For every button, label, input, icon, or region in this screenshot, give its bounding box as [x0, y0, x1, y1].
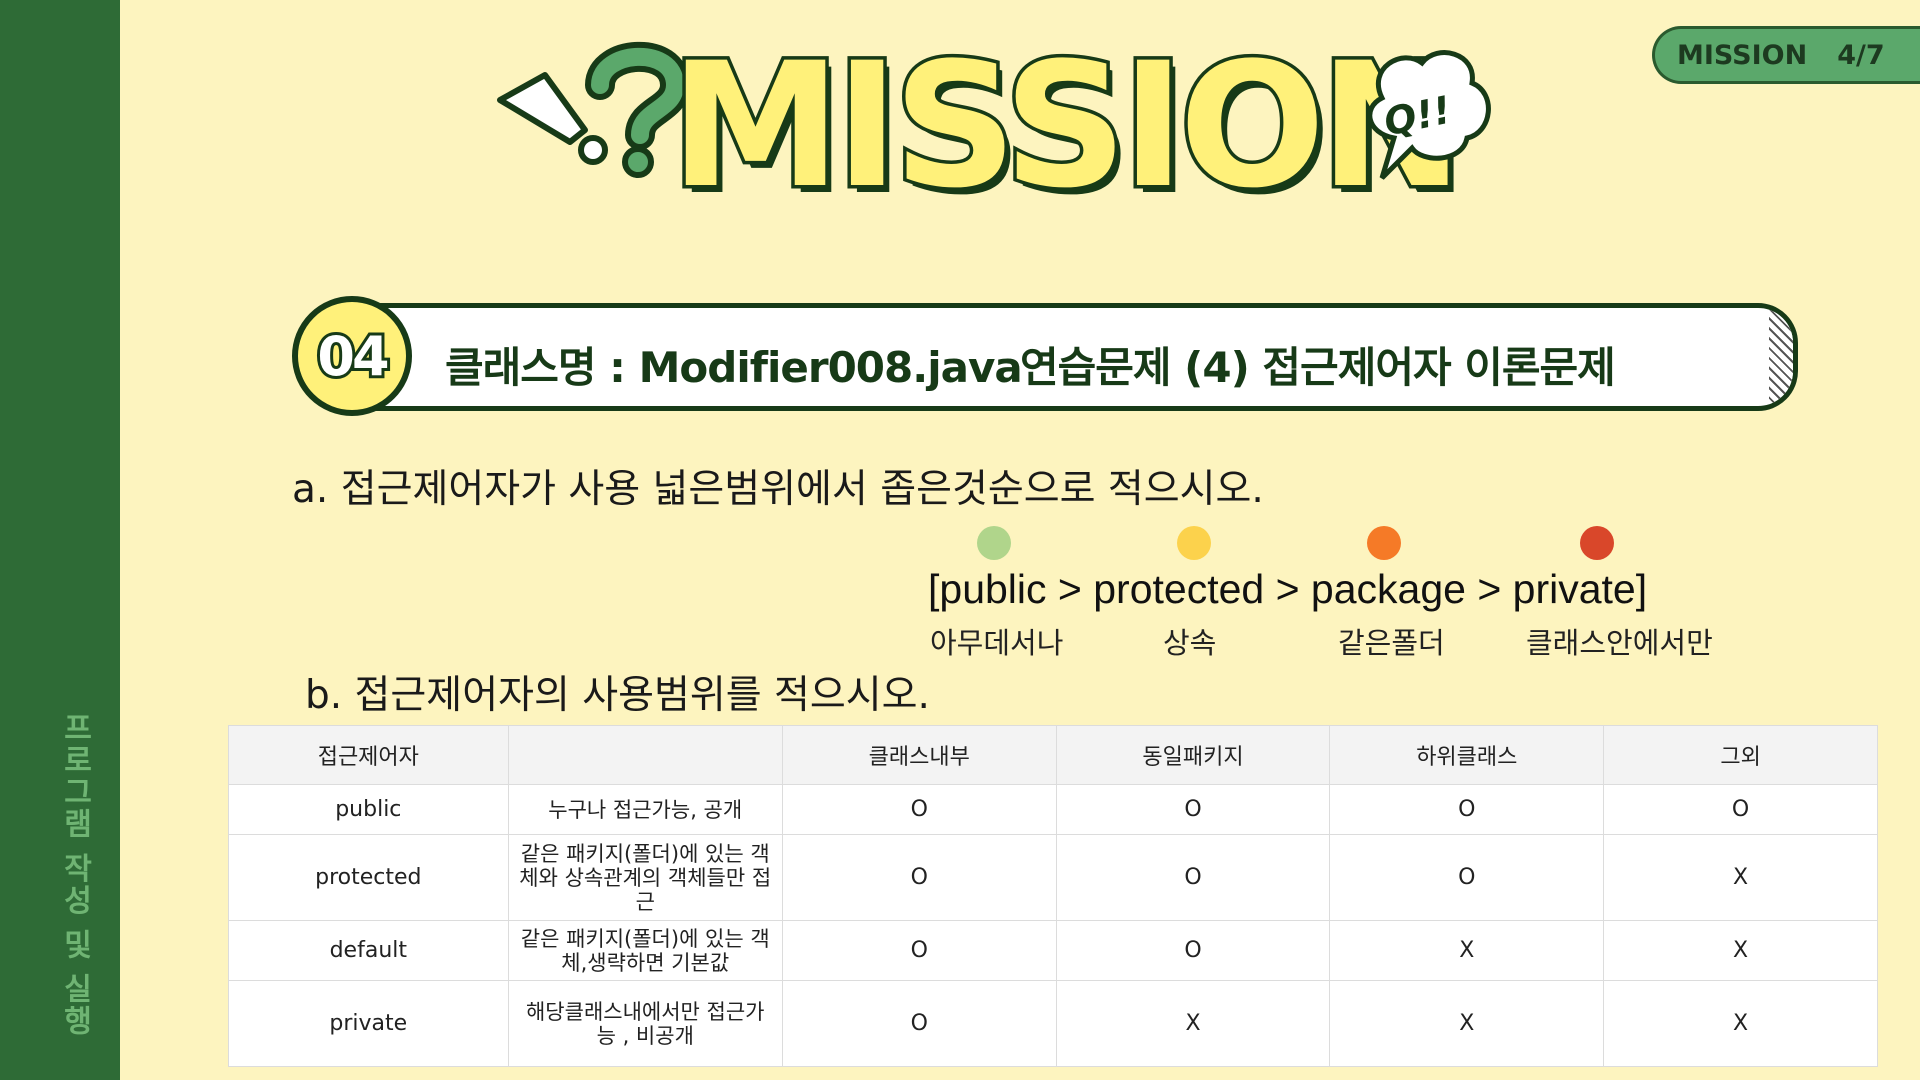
table-row: protected 같은 패키지(폴더)에 있는 객체와 상속관계의 객체들만 … [228, 834, 1878, 921]
banner-stripes [1769, 308, 1793, 406]
scope-value: X [1329, 980, 1605, 1067]
scope-value: O [781, 980, 1057, 1067]
scope-value: X [1603, 920, 1878, 981]
scope-value: X [1329, 920, 1605, 981]
header-cell: 동일패키지 [1055, 725, 1331, 785]
exercise-number: 04 [292, 296, 412, 416]
label-class-only: 클래스안에서만 [1526, 626, 1713, 660]
table-row: public 누구나 접근가능, 공개 O O O O [228, 784, 1878, 835]
dot-protected [1177, 526, 1211, 560]
scope-value: X [1603, 834, 1878, 921]
label-anywhere: 아무데서나 [930, 626, 1064, 660]
dot-package [1367, 526, 1401, 560]
question-b-text: b. 접근제어자의 사용범위를 적으시오. [305, 673, 930, 718]
modifier-name: protected [228, 834, 509, 921]
question-mark-icon [585, 41, 690, 178]
scope-value: O [1329, 834, 1605, 921]
header-cell: 클래스내부 [781, 725, 1057, 785]
table-header-row: 접근제어자 클래스내부 동일패키지 하위클래스 그외 [228, 725, 1878, 785]
class-name-label: 클래스명 : Modifier008.java [445, 343, 1023, 392]
mission-title: MISSION [666, 25, 1466, 226]
scope-value: O [1055, 834, 1331, 921]
exercise-title: 연습문제 (4) 접근제어자 이론문제 [1020, 343, 1616, 392]
dot-public [977, 526, 1011, 560]
sidebar-vertical-label: 프로그램 작성 및 실행 [57, 712, 92, 1038]
modifier-desc: 같은 패키지(폴더)에 있는 객체와 상속관계의 객체들만 접근 [507, 834, 783, 921]
exclamation-icon [497, 72, 608, 165]
label-same-folder: 같은폴더 [1338, 626, 1445, 660]
table-row: private 해당클래스내에서만 접근가능 , 비공개 O X X X [228, 980, 1878, 1067]
badge-progress: 4/7 [1837, 39, 1885, 71]
access-scope-table: 접근제어자 클래스내부 동일패키지 하위클래스 그외 public 누구나 접근… [228, 725, 1878, 1067]
label-inheritance: 상속 [1163, 626, 1217, 660]
scope-value: O [1055, 920, 1331, 981]
modifier-name: public [228, 784, 509, 835]
header-cell: 그외 [1603, 725, 1878, 785]
scope-value: O [781, 834, 1057, 921]
modifier-name: default [228, 920, 509, 981]
mission-header: MISSION Q!! [490, 30, 1510, 220]
scope-value: O [1055, 784, 1331, 835]
scope-value: O [781, 784, 1057, 835]
access-order-answer: [public > protected > package > private] [928, 566, 1648, 612]
header-cell [507, 725, 783, 785]
exercise-banner: 클래스명 : Modifier008.java 연습문제 (4) 접근제어자 이… [330, 303, 1798, 411]
modifier-name: private [228, 980, 509, 1067]
question-a-text: a. 접근제어자가 사용 넓은범위에서 좁은것순으로 적으시오. [292, 467, 1264, 512]
scope-value: O [781, 920, 1057, 981]
scope-value: X [1603, 980, 1878, 1067]
scope-value: X [1055, 980, 1331, 1067]
dot-private [1580, 526, 1614, 560]
sidebar: 프로그램 작성 및 실행 [0, 0, 120, 1080]
modifier-desc: 해당클래스내에서만 접근가능 , 비공개 [507, 980, 783, 1067]
scope-value: O [1603, 784, 1878, 835]
table-row: default 같은 패키지(폴더)에 있는 객체,생략하면 기본값 O O X… [228, 920, 1878, 981]
header-cell: 하위클래스 [1329, 725, 1605, 785]
speech-cloud-icon [1367, 50, 1491, 180]
badge-label: MISSION [1677, 39, 1808, 71]
modifier-desc: 같은 패키지(폴더)에 있는 객체,생략하면 기본값 [507, 920, 783, 981]
header-cell: 접근제어자 [228, 725, 509, 785]
mission-progress-badge: MISSION 4/7 [1652, 26, 1920, 84]
modifier-desc: 누구나 접근가능, 공개 [507, 784, 783, 835]
scope-value: O [1329, 784, 1605, 835]
